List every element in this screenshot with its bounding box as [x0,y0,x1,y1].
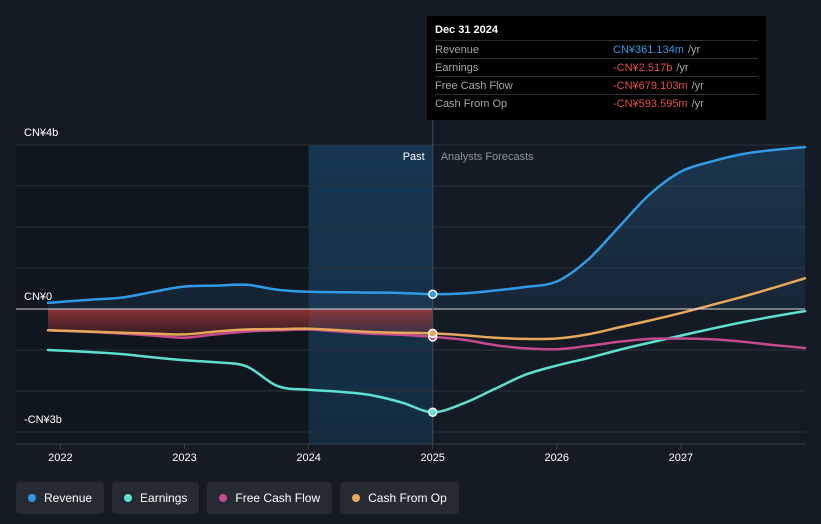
tooltip-label: Cash From Op [435,97,508,110]
legend-dot-icon [28,494,36,502]
x-tick-label: 2022 [48,452,72,464]
tooltip-date: Dec 31 2024 [435,24,498,36]
tooltip-row-free-cash-flow: Free Cash Flow -CN¥679.103m /yr [435,76,758,94]
x-tick-label: 2025 [420,452,444,464]
tooltip-label: Revenue [435,43,480,56]
hover-markers [427,289,438,417]
y-axis-labels: CN¥4b CN¥0 -CN¥3b [24,127,62,426]
tooltip-row-cash-from-op: Cash From Op -CN¥593.595m /yr [435,94,758,112]
x-tick-label: 2023 [172,452,196,464]
forecast-label: Analysts Forecasts [441,151,534,163]
marker-cash-from-op [427,328,438,339]
x-tick-label: 2026 [545,452,569,464]
tooltip-unit: /yr [691,97,704,110]
legend-label: Earnings [140,491,188,505]
tooltip-row-earnings: Earnings -CN¥2.517b /yr [435,58,758,76]
legend-dot-icon [352,494,361,502]
marker-earnings [427,407,438,417]
tooltip-unit: /yr [691,79,704,92]
legend-earnings[interactable]: Earnings [112,482,200,514]
x-tick-label: 2027 [669,452,693,464]
legend-label: Revenue [44,491,93,505]
legend-dot-icon [219,494,228,502]
y-tick-label: -CN¥3b [24,414,62,426]
legend-label: Cash From Op [368,491,447,505]
legend-dot-icon [124,494,133,502]
x-tick-label: 2024 [296,452,320,464]
revenue-area [48,147,805,309]
past-label: Past [403,151,425,163]
y-tick-label: CN¥4b [24,127,58,139]
tooltip-unit: /yr [676,61,689,74]
legend-label: Free Cash Flow [235,491,321,505]
tooltip-label: Free Cash Flow [435,79,513,92]
data-tooltip: Dec 31 2024 Revenue CN¥361.134m /yr Earn… [427,16,766,120]
x-axis-labels: 2022 2023 2024 2025 2026 2027 [48,444,693,464]
legend-free-cash-flow[interactable]: Free Cash Flow [207,482,333,514]
tooltip-label: Earnings [435,61,479,74]
tooltip-value: CN¥361.134m [613,43,684,56]
tooltip-value: -CN¥2.517b [613,61,673,74]
tooltip-value: -CN¥679.103m [613,79,688,92]
marker-revenue [427,289,438,299]
tooltip-unit: /yr [687,43,701,56]
tooltip-row-revenue: Revenue CN¥361.134m /yr [435,40,758,58]
chart-legend: Revenue Earnings Free Cash Flow Cash Fro… [16,482,459,514]
y-tick-label: CN¥0 [24,291,52,303]
tooltip-value: -CN¥593.595m [613,97,688,110]
legend-cash-from-op[interactable]: Cash From Op [340,482,459,514]
legend-revenue[interactable]: Revenue [16,482,105,514]
